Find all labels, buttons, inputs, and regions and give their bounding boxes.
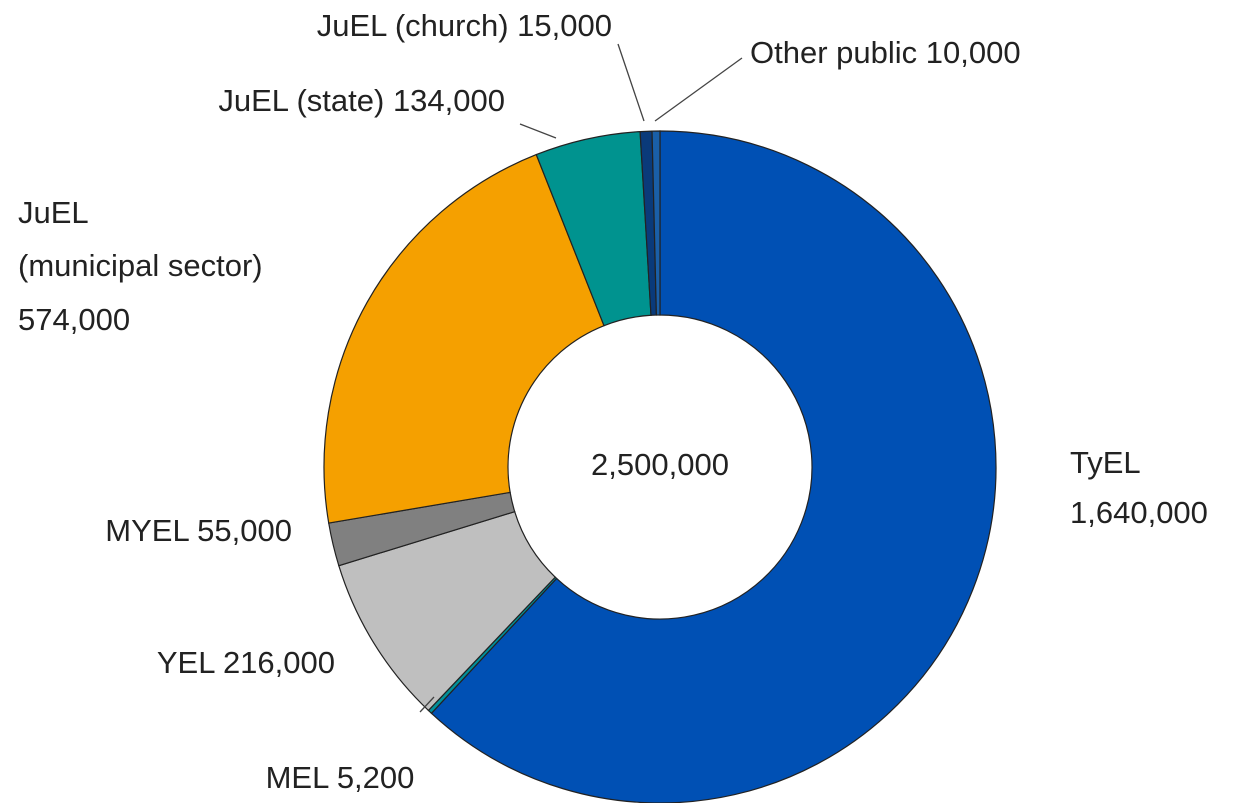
label-value: 216,000 [223,645,335,680]
leader-line [617,43,645,122]
label-value: 55,000 [197,513,292,548]
leader-line [519,123,557,139]
slice [430,130,997,803]
slice-label: JuEL (state) 134,000 [218,83,505,118]
label-name: JuEL (municipal sector) [18,195,263,283]
label-name: JuEL (church) [317,8,509,43]
label-name: Other public [750,35,917,70]
label-value: 134,000 [393,83,505,118]
label-name: MEL [266,760,330,795]
leader-line [654,57,743,122]
center-label: 2,500,000 [591,447,729,482]
label-name-part: (municipal sector) [18,248,263,283]
slice [323,153,605,524]
label-name: MYEL [105,513,189,548]
slice-label: YEL 216,000 [157,645,335,680]
label-name: TyEL [1070,445,1141,480]
slice-label: Other public 10,000 [750,35,1021,70]
label-name: JuEL (state) [218,83,384,118]
leader-line [419,696,435,713]
slice-label: MYEL 55,000 [105,513,292,548]
slice-label: JuEL (church) 15,000 [317,8,612,43]
slice [651,130,661,316]
slice-label: MEL 5,200 [266,760,415,795]
label-name-part: JuEL [18,195,89,230]
label-name: YEL [157,645,215,680]
label-value: 574,000 [18,302,130,337]
label-value: 5,200 [337,760,415,795]
label-value: 10,000 [926,35,1021,70]
slices [323,130,997,803]
label-value: 1,640,000 [1070,495,1208,530]
label-value: 15,000 [517,8,612,43]
